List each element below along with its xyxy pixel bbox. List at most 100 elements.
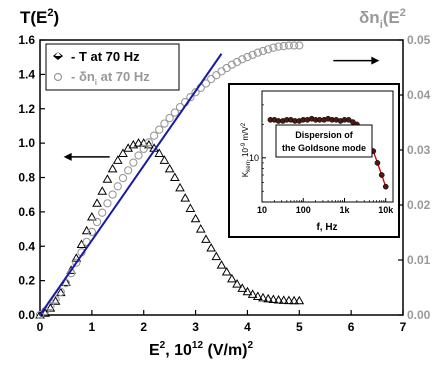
data-point-t — [102, 174, 113, 183]
x-tick-label: 1 — [89, 320, 96, 334]
legend-marker-circle-icon — [53, 72, 63, 82]
inset-annotation-line-2: the Goldsone mode — [282, 143, 366, 153]
data-point-t — [273, 295, 284, 304]
left-tick-label: 0.6 — [18, 205, 35, 219]
data-point-t — [237, 283, 248, 292]
data-point-t — [258, 292, 268, 302]
x-axis-title: E2, 1012 (V/m)2 — [149, 340, 254, 359]
left-tick-label: 0.4 — [18, 239, 35, 253]
x-tick-label: 5 — [296, 320, 303, 334]
data-point-dni — [170, 108, 179, 117]
data-point-t — [180, 193, 191, 202]
data-point-dni — [155, 125, 164, 134]
data-point-dni — [248, 50, 257, 59]
axis-ticks: 0.0 0.2 0.4 0.6 0.8 1.0 1.2 1.4 1.6 0.00 0.01 0.02 0… — [18, 33, 430, 334]
data-point-t — [278, 295, 289, 304]
legend-entry-t: - T at 70 Hz — [71, 49, 140, 64]
data-point-t — [289, 295, 299, 305]
left-tick-label: 1.2 — [18, 102, 35, 116]
inset-annotation-box — [275, 124, 373, 158]
x-tick-label: 2 — [140, 320, 147, 334]
data-point-dni — [191, 88, 200, 97]
data-point-t — [268, 294, 279, 304]
data-point-dni — [118, 173, 128, 183]
data-point-dni — [124, 166, 133, 175]
data-point-t — [112, 155, 123, 164]
data-point-dni — [113, 182, 122, 191]
data-point-t — [107, 163, 118, 173]
data-point-t — [81, 225, 92, 235]
data-point-dni — [238, 55, 247, 64]
inset-data-point — [374, 160, 381, 166]
data-point-dni — [212, 71, 221, 80]
data-point-dni — [243, 52, 252, 62]
data-point-dni — [232, 57, 242, 67]
inset-outer-box — [228, 83, 400, 238]
data-point-dni — [160, 119, 169, 128]
data-point-t — [169, 172, 180, 181]
data-point-t — [284, 295, 294, 305]
right-tick-label: 0.03 — [407, 143, 431, 157]
right-axis-title: δni(E2 — [359, 7, 406, 31]
data-point-t — [185, 203, 196, 212]
arrow-right-icon — [371, 56, 380, 65]
data-point-dni — [72, 258, 81, 267]
data-point-t — [50, 296, 61, 305]
data-point-t — [211, 251, 222, 261]
data-point-t — [92, 198, 102, 207]
data-point-t — [45, 303, 56, 312]
data-point-t — [201, 234, 211, 243]
data-point-dni — [92, 217, 102, 227]
data-point-t — [232, 279, 242, 288]
left-tick-label: 0.8 — [18, 171, 35, 185]
data-point-t — [216, 260, 227, 269]
data-point-t — [144, 139, 154, 149]
x-tick-label: 7 — [400, 320, 407, 334]
right-tick-label: 0.02 — [407, 198, 431, 212]
data-point-dni — [201, 79, 211, 88]
data-point-dni — [253, 48, 262, 57]
inset-data-point — [378, 172, 385, 178]
inset-x-tick-label: 10 — [257, 205, 267, 215]
data-point-t — [294, 295, 305, 305]
inset-chart: 10 100 1k 10k 10 Dispersion of the Goldsone … — [228, 83, 400, 238]
data-point-dni — [87, 227, 97, 237]
data-point-dni — [269, 43, 278, 52]
data-point-t — [242, 286, 253, 296]
data-point-t — [154, 148, 165, 157]
inset-y-label: Kkerr, 10-9 m/V2 — [241, 122, 252, 177]
data-point-t — [164, 163, 175, 173]
data-point-dni — [274, 42, 283, 51]
data-point-dni — [258, 46, 268, 56]
data-point-t — [221, 267, 232, 276]
data-point-dni — [284, 41, 294, 50]
inset-x-tick-label: 1k — [339, 205, 350, 215]
x-tick-label: 0 — [37, 320, 44, 334]
data-point-dni — [279, 41, 288, 51]
data-point-dni — [206, 74, 216, 84]
data-point-dni — [98, 208, 107, 217]
data-point-dni — [186, 93, 195, 102]
data-point-dni — [144, 138, 154, 147]
left-tick-label: 1.6 — [18, 33, 35, 47]
left-tick-label: 1.0 — [18, 136, 35, 150]
fit-line-segment — [39, 53, 223, 316]
arrow-left-icon — [63, 152, 72, 161]
data-point-dni — [295, 41, 304, 50]
x-tick-label: 3 — [192, 320, 199, 334]
data-point-t — [128, 139, 139, 149]
legend-marker-diamond-icon — [53, 52, 63, 60]
inset-y-tick-label: 10 — [249, 153, 259, 163]
inset-x-tick-label: 100 — [296, 205, 311, 215]
left-axis-title: T(E2) — [20, 7, 59, 27]
data-point-t — [175, 182, 185, 192]
data-point-dni — [222, 63, 231, 73]
data-point-t — [97, 186, 108, 195]
left-tick-label: 1.4 — [18, 67, 35, 81]
x-tick-label: 4 — [244, 320, 251, 334]
data-point-dni — [289, 41, 299, 50]
right-tick-label: 0.05 — [407, 33, 431, 47]
data-point-t — [195, 224, 206, 233]
data-point-t — [247, 289, 258, 298]
